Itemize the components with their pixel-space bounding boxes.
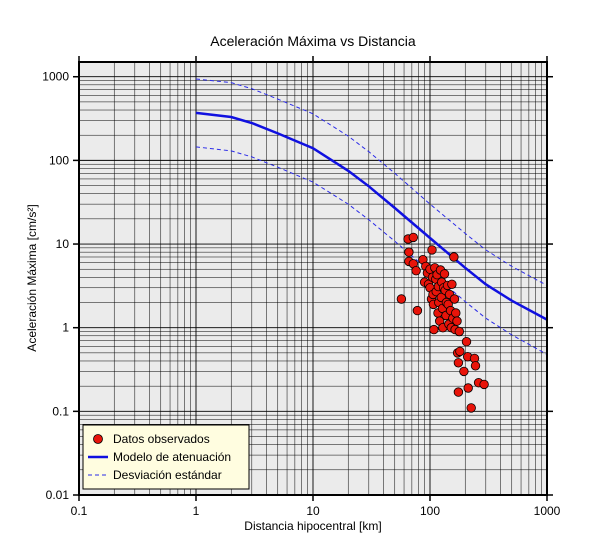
y-tick-label: 1000 [42, 70, 69, 84]
observed-point [439, 269, 450, 279]
legend-label-deviation: Desviación estándar [113, 468, 222, 482]
y-axis-label: Aceleración Máxima [cm/s²] [25, 204, 39, 351]
legend-label-points: Datos observados [113, 432, 210, 446]
observed-point [461, 337, 472, 347]
x-tick-label: 10 [306, 504, 320, 518]
std-deviation-line-3 [195, 146, 548, 355]
chart-title: Aceleración Máxima vs Distancia [210, 33, 416, 49]
legend-box [82, 424, 250, 490]
observed-point [463, 383, 473, 393]
observed-point [412, 305, 423, 316]
observed-point [447, 279, 457, 290]
legend: Datos observados Modelo de atenuación De… [82, 424, 250, 490]
grid [78, 62, 547, 496]
x-axis-label: Distancia hipocentral [km] [244, 519, 381, 533]
model-curves [195, 78, 548, 355]
x-tick-label: 1000 [534, 504, 561, 518]
observed-point [396, 294, 407, 304]
x-tick-label: 0.1 [71, 504, 88, 518]
observed-point [453, 387, 464, 397]
observed-point [449, 294, 460, 304]
observed-point [411, 266, 421, 276]
observed-point [459, 366, 469, 377]
observed-point [466, 403, 476, 413]
observed-point [452, 316, 462, 326]
observed-point [454, 326, 465, 337]
observed-point [427, 245, 437, 255]
y-tick-label: 10 [56, 237, 70, 251]
legend-label-model: Modelo de atenuación [113, 450, 231, 464]
observed-point [408, 232, 419, 243]
attenuation-model-line [195, 111, 548, 321]
x-tick-label: 1 [193, 504, 200, 518]
observed-point [470, 361, 481, 371]
std-deviation-line-2 [195, 78, 548, 286]
x-tick-label: 100 [420, 504, 440, 518]
observed-point [429, 324, 439, 335]
observed-point [479, 379, 489, 390]
observed-point [451, 308, 461, 318]
y-tick-label: 100 [49, 153, 69, 167]
observed-point [449, 252, 459, 262]
legend-marker-points [93, 434, 103, 444]
observed-point [453, 358, 464, 368]
observed-point [455, 346, 465, 357]
y-tick-label: 1 [62, 321, 69, 335]
y-tick-label: 0.01 [46, 488, 70, 502]
observed-point [404, 247, 414, 257]
observed-points [396, 232, 489, 413]
y-tick-label: 0.1 [52, 404, 69, 418]
